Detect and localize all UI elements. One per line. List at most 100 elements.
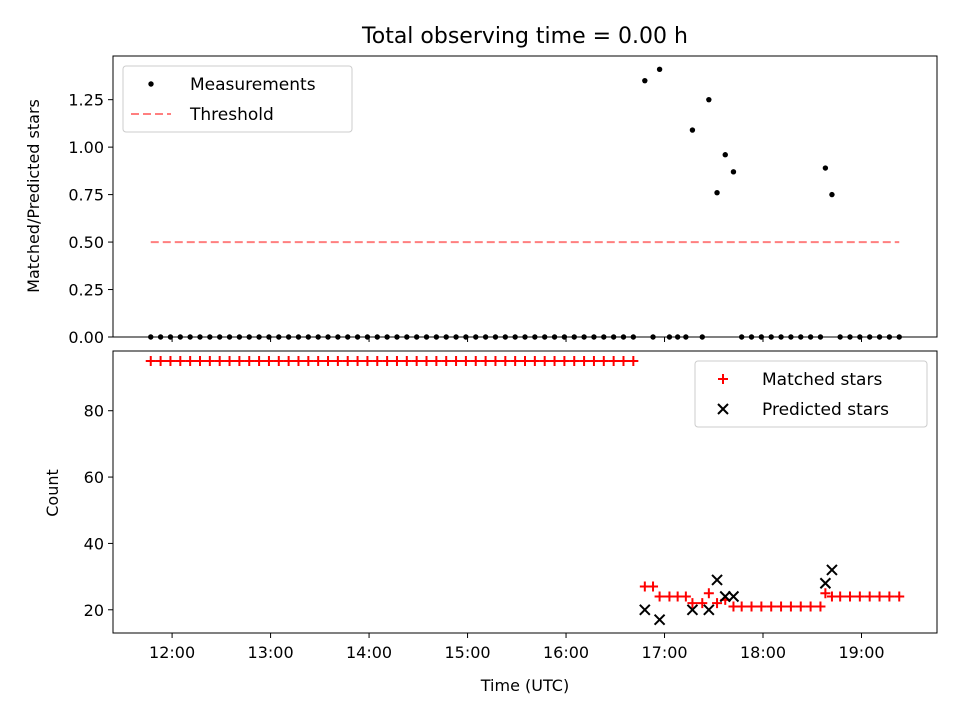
bottom-y-tick-label: 40 (84, 534, 104, 553)
x-tick-label: 16:00 (543, 643, 589, 662)
x-tick-label: 18:00 (740, 643, 786, 662)
matched-stars-point (214, 355, 225, 366)
top-chart-title: Total observing time = 0.00 h (361, 24, 688, 49)
matched-stars-point (628, 355, 639, 366)
predicted-stars-point (703, 604, 715, 616)
matched-stars-point (687, 598, 698, 609)
measurement-point (714, 190, 720, 196)
predicted-stars-point (819, 577, 832, 589)
matched-stars-point (342, 355, 353, 366)
matched-stars-point (451, 355, 462, 366)
matched-stars-point (746, 601, 757, 612)
matched-stars-point (854, 591, 865, 602)
bottom-plot-area: 12:00 13:00 14:00 15:00 16:00 17:00 18:00 19:00… (84, 350, 938, 662)
matched-stars-point (293, 355, 304, 366)
matched-stars-point (411, 355, 422, 366)
matched-stars-point (441, 355, 452, 366)
matched-stars-point (224, 355, 235, 366)
matched-stars-point (362, 355, 373, 366)
top-y-tick-label: 0.00 (68, 328, 104, 347)
matched-stars-point (579, 355, 590, 366)
matched-stars-point (864, 591, 875, 602)
predicted-stars-point (653, 614, 666, 626)
top-plot-area: 0.00 0.25 0.50 0.75 1.00 1.25 Measurements Thre… (68, 55, 938, 347)
matched-stars-point (480, 355, 491, 366)
matched-stars-point (598, 355, 609, 366)
legend-entry-label: Threshold (189, 105, 274, 125)
matched-stars-point (703, 588, 714, 599)
matched-stars-point (431, 355, 442, 366)
matched-stars-point (244, 355, 255, 366)
legend-entry-label: Matched stars (762, 370, 882, 390)
measurement-point (656, 66, 663, 72)
x-tick-label: 12:00 (149, 643, 195, 662)
predicted-stars-point (711, 574, 723, 586)
x-tick-label: 19:00 (838, 643, 884, 662)
matched-stars-point (352, 355, 363, 366)
matched-stars-point (697, 598, 708, 609)
matched-stars-point (490, 355, 501, 366)
matched-stars-point (303, 355, 314, 366)
matched-stars-point (549, 355, 560, 366)
bottom-y-tick-label: 60 (84, 468, 104, 487)
matched-stars-point (323, 355, 334, 366)
matched-stars-point (421, 355, 432, 366)
measurement-point (642, 77, 648, 84)
matched-stars-point (283, 355, 294, 366)
matched-stars-point (391, 355, 402, 366)
matched-stars-point (510, 355, 521, 366)
x-tick-label: 15:00 (444, 643, 490, 662)
x-tick-label: 13:00 (248, 643, 294, 662)
top-y-tick-label: 0.50 (68, 233, 104, 252)
predicted-stars-point (727, 590, 740, 603)
matched-stars-point (712, 598, 723, 609)
matched-stars-point (835, 591, 846, 602)
top-y-tick-label: 1.25 (68, 91, 104, 110)
matched-stars-point (165, 355, 176, 366)
matched-stars-point (382, 355, 393, 366)
matched-stars-point (894, 591, 905, 602)
predicted-stars-point (639, 604, 651, 616)
x-tick-label: 14:00 (346, 643, 392, 662)
predicted-stars-point (826, 564, 838, 576)
legend-matched-swatch (718, 374, 728, 384)
matched-stars-point (263, 355, 274, 366)
matched-stars-point (648, 581, 659, 592)
matched-stars-point (756, 601, 767, 612)
measurement-point (689, 127, 696, 133)
matched-stars-point (401, 355, 412, 366)
matched-stars-point (776, 601, 787, 612)
matched-stars-point (820, 588, 831, 599)
matched-stars-point (559, 355, 570, 366)
matched-stars-point (529, 355, 540, 366)
matched-stars-point (254, 355, 265, 366)
matched-stars-point (185, 355, 196, 366)
bottom-plot-frame (112, 350, 938, 634)
matched-stars-point (175, 355, 186, 366)
matched-stars-point (618, 355, 629, 366)
matched-stars-point (845, 591, 856, 602)
matched-stars-point (588, 355, 599, 366)
top-y-tick-label: 0.75 (68, 186, 104, 205)
matched-stars-point (805, 601, 816, 612)
matched-stars-point (680, 591, 691, 602)
top-y-tick-label: 1.00 (68, 138, 104, 157)
matched-stars-point (766, 601, 777, 612)
measurement-point (829, 191, 835, 198)
top-legend-box (122, 65, 353, 133)
bottom-y-tick-label: 80 (84, 402, 104, 421)
matched-stars-point (155, 355, 166, 366)
matched-stars-point (736, 601, 747, 612)
matched-stars-point (372, 355, 383, 366)
bottom-y-tick-label: 20 (84, 601, 104, 620)
matched-stars-point (539, 355, 550, 366)
matched-stars-point (145, 355, 156, 366)
matched-stars-point (194, 355, 205, 366)
bottom-legend-box (694, 360, 928, 428)
matched-stars-point (884, 591, 895, 602)
top-plot-frame (112, 55, 938, 338)
top-y-tick-label: 0.25 (68, 281, 104, 300)
measurement-point (730, 169, 737, 175)
matched-stars-point (520, 355, 530, 366)
